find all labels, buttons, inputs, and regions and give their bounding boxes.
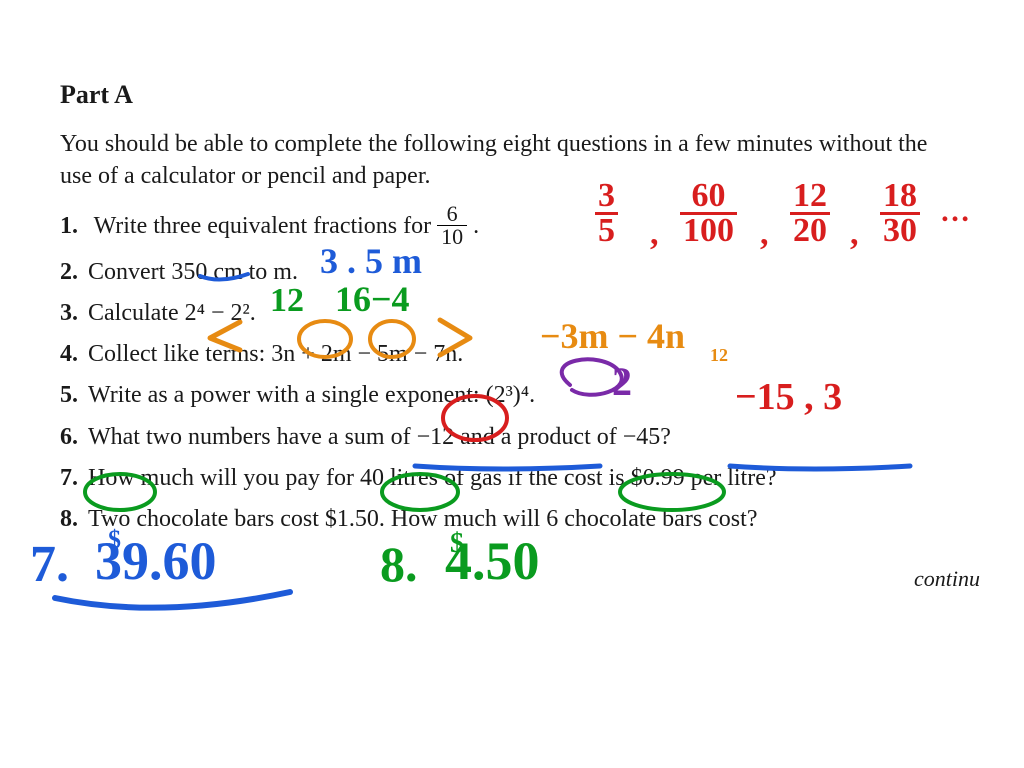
section-title: Part A xyxy=(60,80,980,110)
question-2: 2.Convert 350 cm to m. xyxy=(60,254,980,291)
question-8: 8.Two chocolate bars cost $1.50. How muc… xyxy=(60,501,980,538)
q1-text-post: . xyxy=(473,213,479,239)
question-6: 6.What two numbers have a sum of −12 and… xyxy=(60,419,980,456)
worksheet-page: Part A You should be able to complete th… xyxy=(60,80,980,542)
hw-q8-label: 8. xyxy=(380,535,418,593)
intro-paragraph: You should be able to complete the follo… xyxy=(60,128,940,193)
q1-text-pre: Write three equivalent fractions for xyxy=(94,213,438,239)
question-1: 1. Write three equivalent fractions for … xyxy=(60,205,980,250)
question-list: 1. Write three equivalent fractions for … xyxy=(60,205,980,538)
question-7: 7.How much will you pay for 40 litres of… xyxy=(60,460,980,497)
question-3: 3.Calculate 2⁴ − 2². xyxy=(60,295,980,332)
question-5: 5.Write as a power with a single exponen… xyxy=(60,377,980,414)
question-4: 4.Collect like terms: 3n + 2m − 5m − 7n. xyxy=(60,336,980,373)
continued-label: continu xyxy=(914,566,980,592)
q1-fraction: 6 10 xyxy=(437,203,467,248)
hw-q7-label: 7. xyxy=(30,535,69,594)
